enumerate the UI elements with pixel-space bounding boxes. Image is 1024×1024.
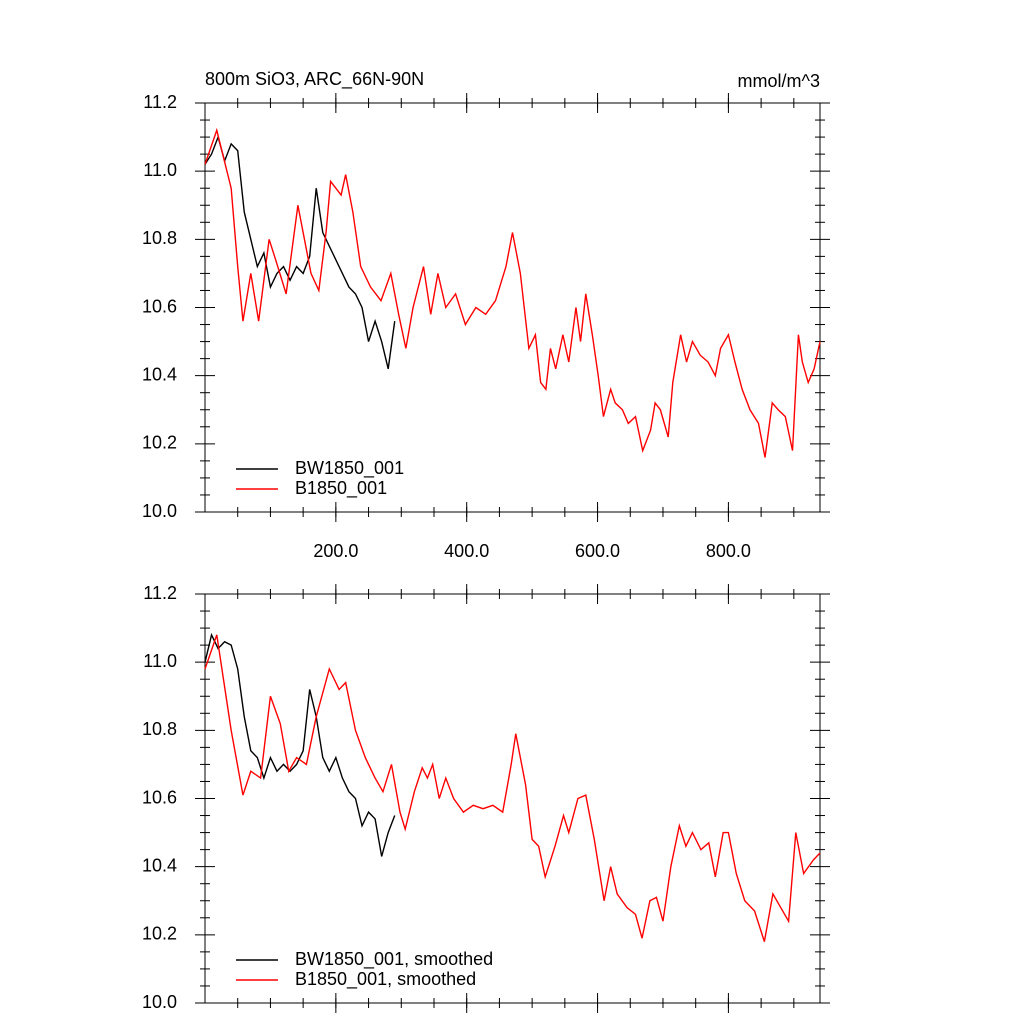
y-tick-label: 10.2 — [142, 924, 177, 944]
y-tick-label: 10.0 — [142, 501, 177, 521]
y-tick-label: 10.8 — [142, 719, 177, 739]
y-tick-label: 10.0 — [142, 992, 177, 1012]
y-tick-label: 11.2 — [143, 583, 177, 603]
x-tick-label: 200.0 — [313, 541, 358, 561]
y-tick-label: 10.4 — [142, 364, 177, 384]
legend-label: B1850_001 — [295, 478, 387, 499]
x-tick-label: 600.0 — [575, 541, 620, 561]
x-tick-label: 400.0 — [444, 541, 489, 561]
x-tick-label: 800.0 — [706, 541, 751, 561]
y-tick-label: 10.6 — [142, 787, 177, 807]
y-tick-label: 10.4 — [142, 855, 177, 875]
legend-label: BW1850_001 — [295, 458, 404, 479]
data-line — [204, 632, 396, 857]
legend-label: BW1850_001, smoothed — [295, 949, 493, 970]
y-tick-label: 10.6 — [142, 296, 177, 316]
legend-label: B1850_001, smoothed — [295, 969, 476, 990]
data-line — [204, 634, 821, 942]
y-tick-label: 11.2 — [143, 92, 177, 112]
y-tick-label: 11.0 — [143, 651, 177, 671]
plot-frame — [204, 593, 821, 1004]
chart-title: 800m SiO3, ARC_66N-90N — [205, 69, 424, 90]
units-label: mmol/m^3 — [738, 71, 820, 91]
data-line — [204, 134, 396, 370]
data-line — [204, 127, 821, 458]
y-tick-label: 10.2 — [142, 433, 177, 453]
y-tick-label: 11.0 — [143, 160, 177, 180]
plot-frame — [204, 102, 821, 513]
y-tick-label: 10.8 — [142, 228, 177, 248]
